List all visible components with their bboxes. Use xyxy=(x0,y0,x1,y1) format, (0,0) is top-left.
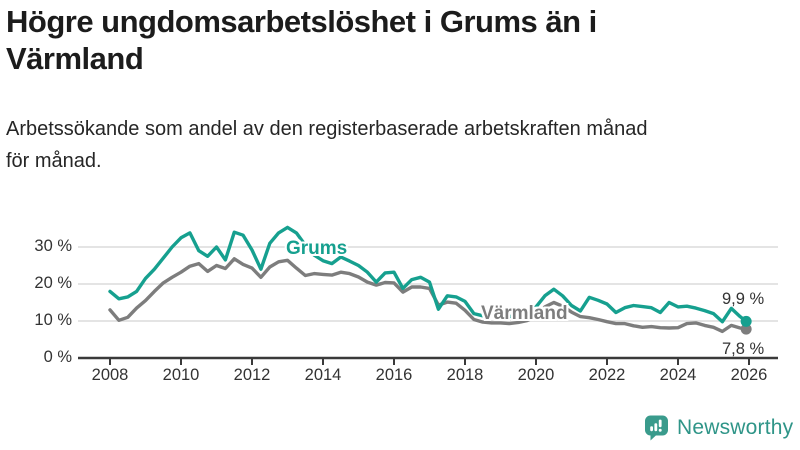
grums-end-value-label: 9,9 % xyxy=(722,290,765,308)
x-axis-label-2008: 2008 xyxy=(91,366,129,384)
y-axis-label-30: 30 % xyxy=(34,237,72,255)
värmland-end-dot xyxy=(740,323,752,335)
chart-subtitle: Arbetssökande som andel av den registerb… xyxy=(6,118,648,172)
y-axis-label-10: 10 % xyxy=(34,311,72,329)
newsworthy-logo-icon xyxy=(645,415,668,441)
x-axis-label-2010: 2010 xyxy=(162,366,200,384)
värmland-line xyxy=(108,257,748,334)
varmland-series-label: Värmland xyxy=(481,303,568,324)
x-axis-label-2014: 2014 xyxy=(304,366,342,384)
newsworthy-logo-text: Newsworthy xyxy=(677,415,794,439)
x-axis-label-2026: 2026 xyxy=(730,366,768,384)
x-axis-label-2018: 2018 xyxy=(446,366,484,384)
grums-line xyxy=(108,225,748,324)
x-axis-label-2016: 2016 xyxy=(375,366,413,384)
x-axis-label-2012: 2012 xyxy=(233,366,271,384)
y-axis-label-20: 20 % xyxy=(34,274,72,292)
newsworthy-logo: Newsworthy xyxy=(644,414,793,441)
page-title: Högre ungdomsarbetslöshet i Grums än i V… xyxy=(6,4,597,76)
x-axis-label-2020: 2020 xyxy=(517,366,555,384)
grums-series-label: Grums xyxy=(286,238,348,259)
varmland-end-value-label: 7,8 % xyxy=(722,340,765,358)
grums-end-dot xyxy=(740,315,752,327)
x-axis-label-2022: 2022 xyxy=(588,366,626,384)
x-axis-label-2024: 2024 xyxy=(659,366,697,384)
y-axis-label-0: 0 % xyxy=(43,348,72,366)
